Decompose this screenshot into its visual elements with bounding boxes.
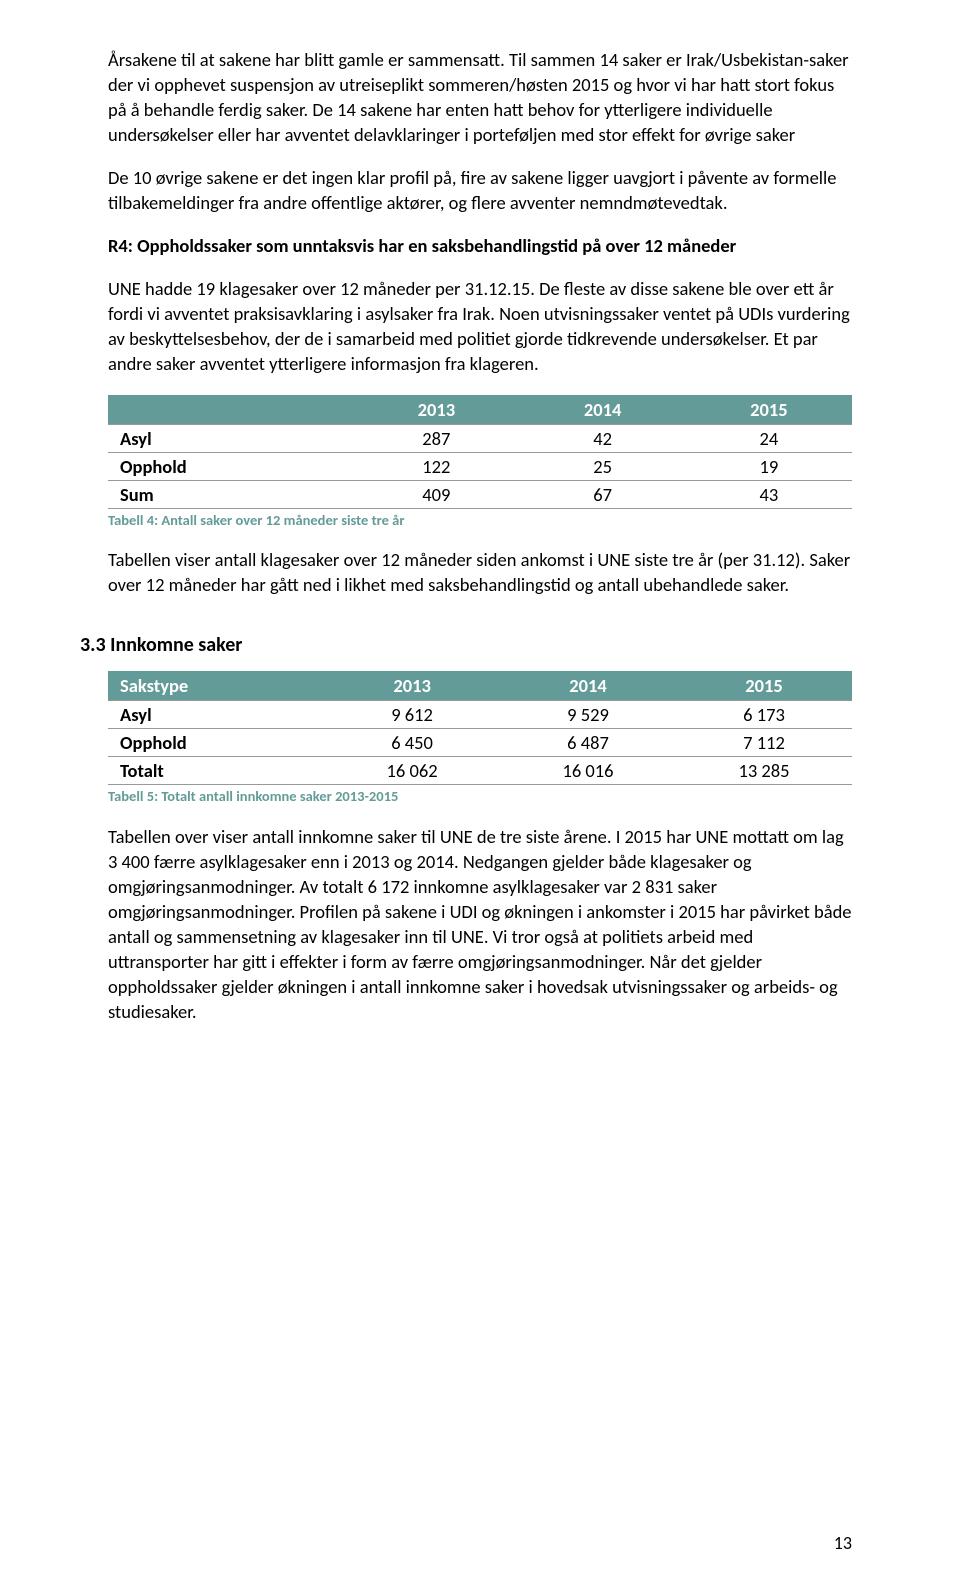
cell: 7 112 [676, 729, 852, 757]
table-4-h2: 2014 [519, 395, 685, 425]
table-row: Opphold 122 25 19 [108, 452, 852, 480]
cell: 19 [686, 452, 852, 480]
cell: 16 016 [500, 757, 676, 785]
cell: 13 285 [676, 757, 852, 785]
cell: 25 [519, 452, 685, 480]
cell: Asyl [108, 701, 324, 729]
table-4-h1: 2013 [353, 395, 519, 425]
section-3-3-heading: 3.3 Innkomne saker [80, 632, 852, 659]
table-5-h2: 2014 [500, 671, 676, 701]
paragraph-intro-1: Årsakene til at sakene har blitt gamle e… [108, 48, 852, 148]
cell: Sum [108, 480, 353, 508]
cell: 6 487 [500, 729, 676, 757]
table-row: Asyl 287 42 24 [108, 424, 852, 452]
cell: 122 [353, 452, 519, 480]
paragraph-table5-desc: Tabellen over viser antall innkomne sake… [108, 825, 852, 1025]
table-row: Asyl 9 612 9 529 6 173 [108, 701, 852, 729]
table-5-header-row: Sakstype 2013 2014 2015 [108, 671, 852, 701]
cell: Totalt [108, 757, 324, 785]
table-row: Sum 409 67 43 [108, 480, 852, 508]
table-row: Totalt 16 062 16 016 13 285 [108, 757, 852, 785]
table-4-caption: Tabell 4: Antall saker over 12 måneder s… [108, 511, 852, 531]
table-row: Opphold 6 450 6 487 7 112 [108, 729, 852, 757]
cell: Opphold [108, 729, 324, 757]
cell: 24 [686, 424, 852, 452]
cell: Asyl [108, 424, 353, 452]
table-5-h0: Sakstype [108, 671, 324, 701]
cell: 16 062 [324, 757, 500, 785]
table-5-h1: 2013 [324, 671, 500, 701]
paragraph-table4-desc: Tabellen viser antall klagesaker over 12… [108, 548, 852, 598]
cell: 42 [519, 424, 685, 452]
paragraph-r4: UNE hadde 19 klagesaker over 12 måneder … [108, 277, 852, 377]
table-5-h3: 2015 [676, 671, 852, 701]
cell: 409 [353, 480, 519, 508]
cell: 287 [353, 424, 519, 452]
page-number: 13 [834, 1532, 852, 1554]
heading-r4: R4: Oppholdssaker som unntaksvis har en … [108, 234, 852, 259]
paragraph-intro-2: De 10 øvrige sakene er det ingen klar pr… [108, 166, 852, 216]
cell: 6 173 [676, 701, 852, 729]
cell: 43 [686, 480, 852, 508]
cell: Opphold [108, 452, 353, 480]
table-4-h3: 2015 [686, 395, 852, 425]
cell: 9 612 [324, 701, 500, 729]
table-5-caption: Tabell 5: Totalt antall innkomne saker 2… [108, 787, 852, 807]
table-4: 2013 2014 2015 Asyl 287 42 24 Opphold 12… [108, 395, 852, 509]
table-4-h0 [108, 395, 353, 425]
table-4-header-row: 2013 2014 2015 [108, 395, 852, 425]
cell: 67 [519, 480, 685, 508]
cell: 6 450 [324, 729, 500, 757]
cell: 9 529 [500, 701, 676, 729]
table-5: Sakstype 2013 2014 2015 Asyl 9 612 9 529… [108, 671, 852, 785]
